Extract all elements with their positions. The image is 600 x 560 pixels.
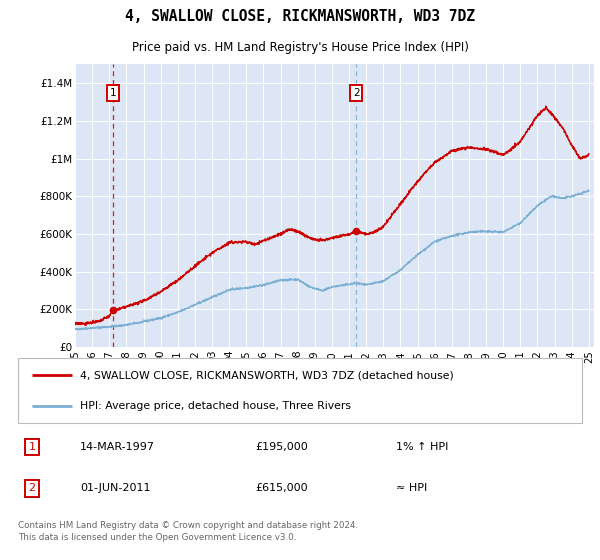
Text: 1: 1 — [110, 88, 116, 97]
FancyBboxPatch shape — [18, 358, 582, 423]
Text: 14-MAR-1997: 14-MAR-1997 — [80, 442, 155, 452]
Text: 1% ↑ HPI: 1% ↑ HPI — [396, 442, 448, 452]
Text: £615,000: £615,000 — [255, 483, 308, 493]
Text: Contains HM Land Registry data © Crown copyright and database right 2024.
This d: Contains HM Land Registry data © Crown c… — [18, 521, 358, 542]
Text: 4, SWALLOW CLOSE, RICKMANSWORTH, WD3 7DZ (detached house): 4, SWALLOW CLOSE, RICKMANSWORTH, WD3 7DZ… — [80, 370, 454, 380]
Text: 2: 2 — [29, 483, 35, 493]
Text: Price paid vs. HM Land Registry's House Price Index (HPI): Price paid vs. HM Land Registry's House … — [131, 41, 469, 54]
Text: HPI: Average price, detached house, Three Rivers: HPI: Average price, detached house, Thre… — [80, 401, 351, 411]
Text: ≈ HPI: ≈ HPI — [396, 483, 427, 493]
Text: 1: 1 — [29, 442, 35, 452]
Text: 4, SWALLOW CLOSE, RICKMANSWORTH, WD3 7DZ: 4, SWALLOW CLOSE, RICKMANSWORTH, WD3 7DZ — [125, 9, 475, 24]
Text: 2: 2 — [353, 88, 359, 97]
Text: £195,000: £195,000 — [255, 442, 308, 452]
Text: 01-JUN-2011: 01-JUN-2011 — [80, 483, 151, 493]
